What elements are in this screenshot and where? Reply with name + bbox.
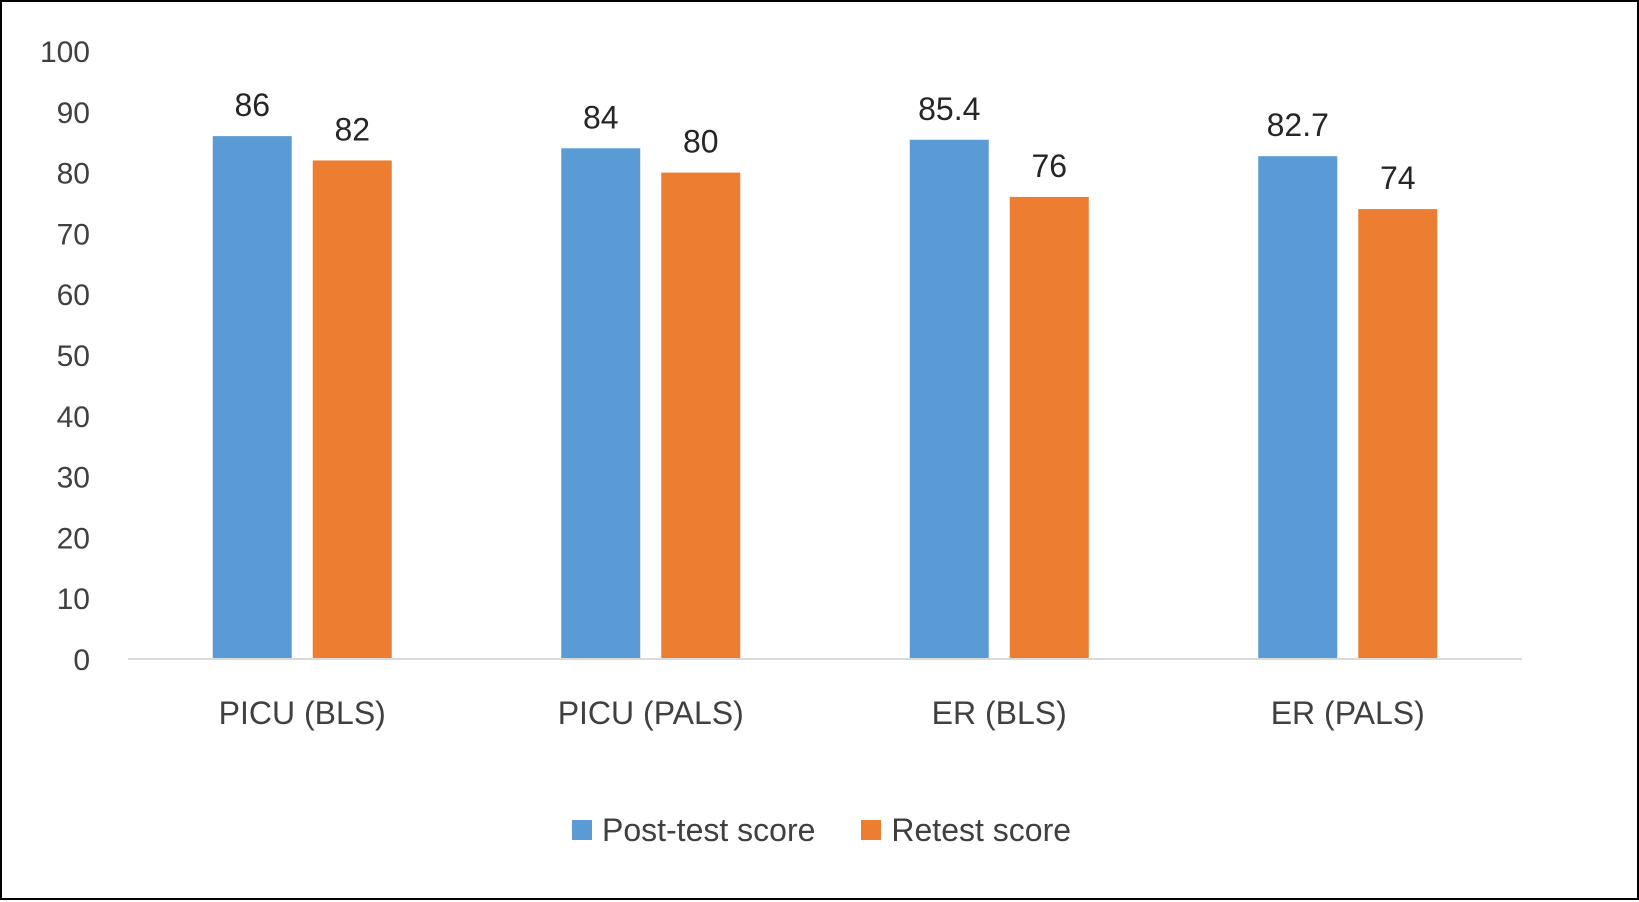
y-tick-label: 90 <box>57 97 90 130</box>
data-label: 76 <box>1031 148 1067 184</box>
y-tick-label: 80 <box>57 158 90 191</box>
legend-label-post-test: Post-test score <box>601 812 816 848</box>
x-category-label: PICU (BLS) <box>219 695 386 731</box>
data-label: 74 <box>1380 160 1416 196</box>
bar-retest <box>1358 209 1438 659</box>
y-tick-label: 30 <box>57 462 90 495</box>
y-tick-label: 50 <box>57 340 90 373</box>
data-label: 85.4 <box>918 91 980 127</box>
legend-label-retest: Retest score <box>891 812 1072 848</box>
legend-item-retest: Retest score <box>861 810 1071 850</box>
bar-post-test <box>1258 156 1338 659</box>
data-label: 86 <box>234 87 270 123</box>
bar-post-test <box>212 136 292 659</box>
bar-post-test <box>561 148 641 659</box>
legend-swatch-post-test <box>571 820 592 840</box>
data-label: 84 <box>583 99 619 135</box>
bar-post-test <box>909 139 989 659</box>
data-label: 82.7 <box>1267 107 1329 143</box>
legend-item-post-test: Post-test score <box>571 810 816 850</box>
bar-retest <box>312 160 392 659</box>
data-label: 82 <box>334 111 370 147</box>
x-category-label: ER (PALS) <box>1271 695 1425 731</box>
y-tick-label: 60 <box>57 279 90 312</box>
y-tick-label: 40 <box>57 401 90 434</box>
y-tick-label: 70 <box>57 218 90 251</box>
bar-retest <box>1009 196 1089 660</box>
data-label: 80 <box>683 124 719 160</box>
bar-retest <box>661 172 741 659</box>
y-tick-label: 10 <box>57 583 90 616</box>
chart-legend: Post-test score Retest score <box>2 810 1639 850</box>
y-tick-label: 0 <box>73 644 90 677</box>
x-category-label: ER (BLS) <box>932 695 1067 731</box>
x-category-label: PICU (PALS) <box>558 695 744 731</box>
y-tick-label: 20 <box>57 522 90 555</box>
y-tick-label: 100 <box>40 36 90 69</box>
legend-swatch-retest <box>861 820 882 840</box>
